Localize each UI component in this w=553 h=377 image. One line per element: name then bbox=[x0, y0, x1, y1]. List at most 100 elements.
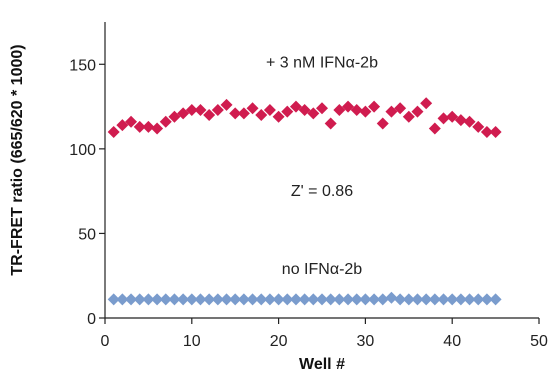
data-point-series-2 bbox=[350, 293, 363, 306]
data-point-series-1 bbox=[333, 103, 346, 116]
data-point-series-2 bbox=[142, 293, 155, 306]
x-tick-label: 10 bbox=[183, 333, 201, 350]
data-point-series-1 bbox=[116, 119, 129, 132]
data-point-series-2 bbox=[402, 293, 415, 306]
data-point-series-1 bbox=[428, 122, 441, 135]
data-point-series-2 bbox=[472, 293, 485, 306]
data-point-series-1 bbox=[142, 120, 155, 133]
y-axis-title: TR-FRET ratio (665/620 * 1000) bbox=[9, 44, 26, 275]
data-point-series-2 bbox=[229, 293, 242, 306]
data-point-series-2 bbox=[263, 293, 276, 306]
data-point-series-1 bbox=[324, 117, 337, 130]
data-point-series-2 bbox=[394, 293, 407, 306]
data-point-series-2 bbox=[298, 293, 311, 306]
data-point-series-1 bbox=[489, 125, 502, 138]
x-tick-label: 40 bbox=[443, 333, 461, 350]
x-tick-label: 20 bbox=[270, 333, 288, 350]
data-point-series-1 bbox=[385, 105, 398, 118]
data-point-series-1 bbox=[402, 110, 415, 123]
data-point-series-2 bbox=[333, 293, 346, 306]
data-point-series-1 bbox=[220, 98, 233, 111]
data-point-series-2 bbox=[368, 293, 381, 306]
data-point-series-2 bbox=[272, 293, 285, 306]
y-tick-label: 0 bbox=[87, 311, 96, 328]
data-point-series-1 bbox=[107, 125, 120, 138]
data-point-series-1 bbox=[125, 115, 138, 128]
data-point-series-1 bbox=[359, 105, 372, 118]
data-point-series-2 bbox=[359, 293, 372, 306]
data-point-series-1 bbox=[211, 103, 224, 116]
data-point-series-1 bbox=[133, 120, 146, 133]
y-tick-label: 50 bbox=[78, 226, 96, 243]
data-point-series-1 bbox=[185, 103, 198, 116]
data-point-series-1 bbox=[376, 117, 389, 130]
data-point-series-2 bbox=[480, 293, 493, 306]
data-point-series-1 bbox=[420, 97, 433, 110]
data-point-series-2 bbox=[324, 293, 337, 306]
data-point-series-1 bbox=[289, 100, 302, 113]
data-point-series-2 bbox=[107, 293, 120, 306]
data-point-series-2 bbox=[307, 293, 320, 306]
x-tick-label: 50 bbox=[530, 333, 548, 350]
annotations: + 3 nM IFNα-2b Z' = 0.86 no IFNα-2b bbox=[266, 55, 378, 278]
data-point-series-1 bbox=[350, 103, 363, 116]
data-point-series-2 bbox=[151, 293, 164, 306]
data-point-series-1 bbox=[151, 122, 164, 135]
data-point-series-1 bbox=[194, 103, 207, 116]
data-point-series-1 bbox=[342, 100, 355, 113]
y-tick-label: 150 bbox=[69, 57, 96, 74]
data-point-series-2 bbox=[489, 293, 502, 306]
data-point-series-1 bbox=[281, 105, 294, 118]
data-point-series-2 bbox=[281, 293, 294, 306]
data-point-series-2 bbox=[446, 293, 459, 306]
data-point-series-1 bbox=[437, 112, 450, 125]
annotation-label: no IFNα-2b bbox=[282, 261, 362, 278]
data-point-series-1 bbox=[246, 102, 259, 115]
data-point-series-1 bbox=[454, 114, 467, 127]
data-point-series-1 bbox=[263, 103, 276, 116]
data-point-series-2 bbox=[116, 293, 129, 306]
data-point-series-2 bbox=[133, 293, 146, 306]
data-point-series-1 bbox=[229, 107, 242, 120]
data-point-series-1 bbox=[203, 109, 216, 122]
data-point-series-2 bbox=[376, 293, 389, 306]
data-point-series-1 bbox=[446, 110, 459, 123]
annotation-label: Z' = 0.86 bbox=[291, 183, 353, 200]
data-point-series-1 bbox=[411, 105, 424, 118]
data-point-series-1 bbox=[159, 115, 172, 128]
data-point-series-2 bbox=[177, 293, 190, 306]
data-point-series-1 bbox=[394, 102, 407, 115]
data-point-series-2 bbox=[255, 293, 268, 306]
y-tick-label: 100 bbox=[69, 142, 96, 159]
data-point-series-1 bbox=[168, 110, 181, 123]
data-point-series-2 bbox=[194, 293, 207, 306]
data-point-series-2 bbox=[454, 293, 467, 306]
data-point-series-2 bbox=[289, 293, 302, 306]
data-point-series-2 bbox=[463, 293, 476, 306]
data-point-series-2 bbox=[437, 293, 450, 306]
data-point-series-2 bbox=[220, 293, 233, 306]
data-point-series-2 bbox=[246, 293, 259, 306]
data-point-series-1 bbox=[255, 109, 268, 122]
data-point-series-2 bbox=[316, 293, 328, 306]
data-point-series-2 bbox=[428, 293, 441, 306]
data-point-series-1 bbox=[237, 107, 250, 120]
data-point-series-2 bbox=[185, 293, 198, 306]
data-point-series-2 bbox=[125, 293, 138, 306]
annotation-label: + 3 nM IFNα-2b bbox=[266, 55, 378, 72]
x-tick-label: 0 bbox=[101, 333, 110, 350]
axes bbox=[104, 22, 539, 319]
data-point-series-1 bbox=[272, 110, 285, 123]
x-axis-title: Well # bbox=[299, 356, 345, 373]
data-point-series-1 bbox=[307, 107, 320, 120]
x-tick-label: 30 bbox=[357, 333, 375, 350]
data-point-series-2 bbox=[211, 293, 224, 306]
data-point-series-1 bbox=[177, 107, 190, 120]
data-point-series-2 bbox=[159, 293, 172, 306]
ticks: 0 10 20 30 40 50 0 50 100 150 bbox=[69, 57, 548, 350]
data-point-series-1 bbox=[480, 125, 493, 138]
data-point-series-1 bbox=[368, 100, 381, 113]
data-point-series-2 bbox=[237, 293, 250, 306]
data-point-series-1 bbox=[463, 115, 476, 128]
data-point-series-2 bbox=[203, 293, 216, 306]
